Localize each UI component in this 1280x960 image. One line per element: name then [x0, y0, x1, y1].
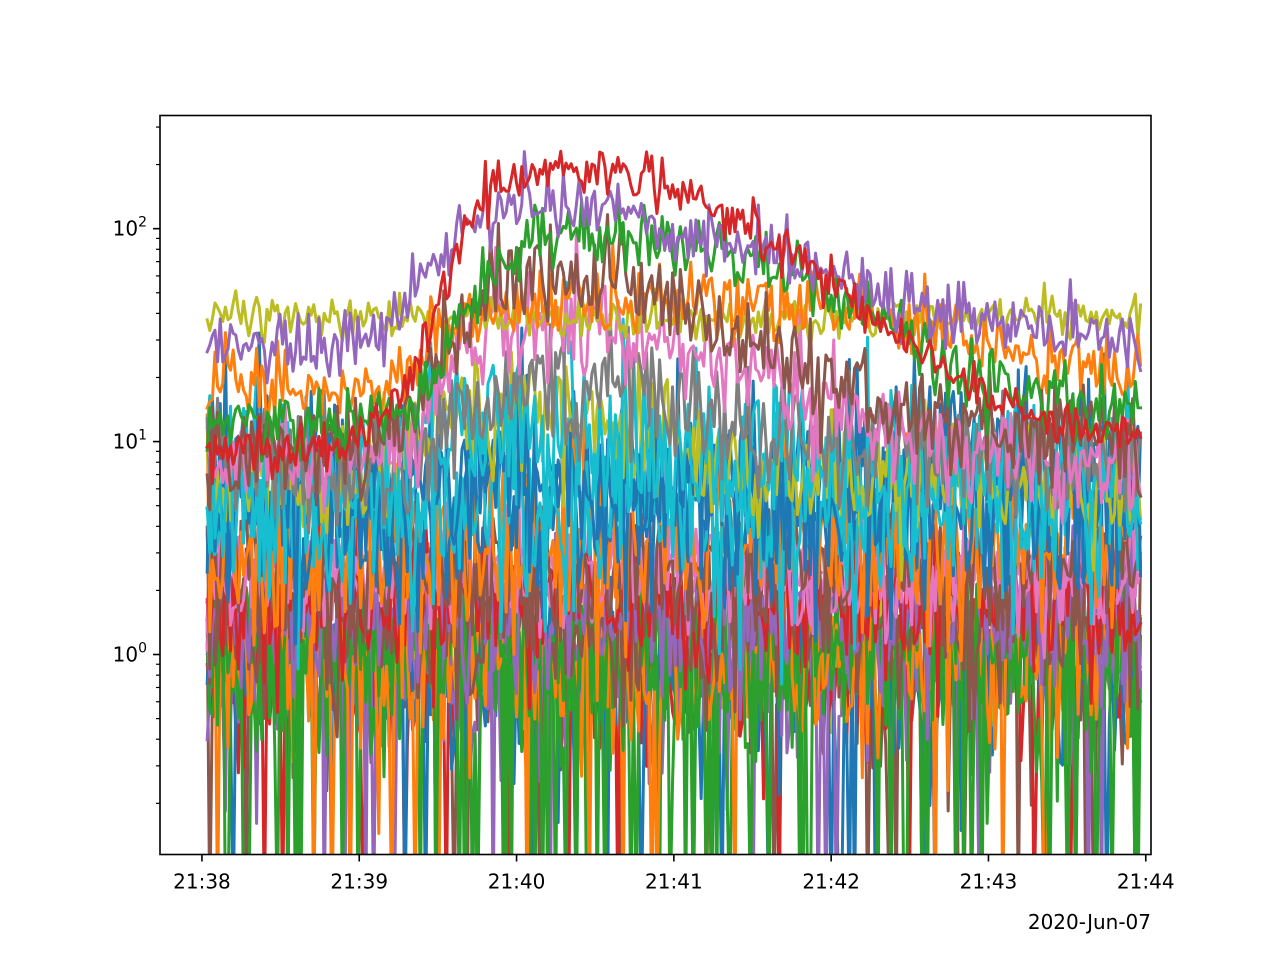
- x-tick-label: 21:40: [488, 870, 546, 894]
- series-layer: [205, 149, 1143, 855]
- y-tick-label: 102: [113, 215, 147, 241]
- x-tick-label: 21:38: [173, 870, 231, 894]
- series-line-3: [205, 187, 1143, 463]
- x-tick-label: 21:44: [1117, 870, 1175, 894]
- x-tick-label: 21:43: [960, 870, 1018, 894]
- series-lines: [205, 149, 1143, 855]
- x-axis-date-offset-label: 2020-Jun-07: [1028, 910, 1151, 934]
- y-tick-label: 101: [113, 428, 147, 454]
- axes-frame: [159, 114, 1152, 856]
- series-line-1: [205, 149, 1143, 486]
- series-line-2: [205, 150, 1143, 385]
- axes-layer: 21:38 21:39 21:40 21:41 21:42 21:43 21:44 100 10…: [113, 114, 1175, 894]
- y-tick-label: 100: [113, 641, 147, 667]
- x-tick-label: 21:39: [330, 870, 388, 894]
- x-tick-label: 21:42: [802, 870, 860, 894]
- x-tick-label: 21:41: [645, 870, 703, 894]
